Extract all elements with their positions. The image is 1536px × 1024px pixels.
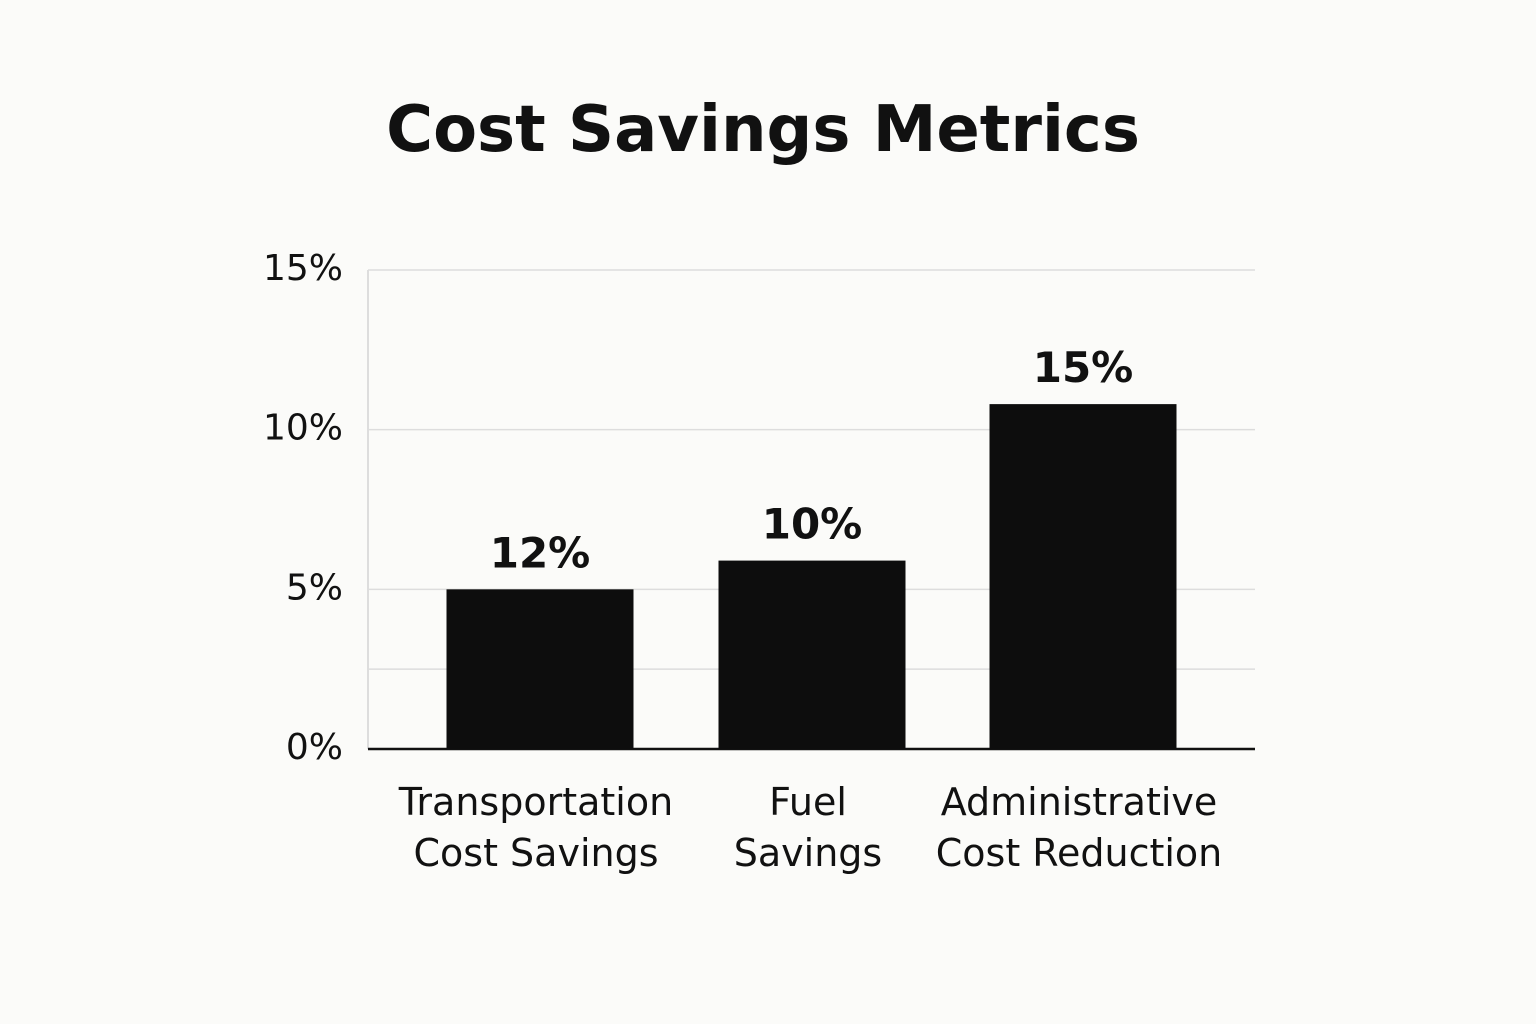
category-label-0-line-0: Transportation (398, 780, 673, 824)
data-label-2: 15% (1033, 343, 1134, 392)
data-label-1: 10% (762, 500, 863, 549)
x-axis-category-labels: Transportation Cost Savings Fuel Savings Adm… (398, 780, 1222, 875)
y-axis-tick-labels: 15% 10% 5% 0% (263, 248, 343, 768)
bar-2 (989, 404, 1177, 749)
category-label-1-line-0: Fuel (769, 780, 847, 824)
category-label-0: Transportation Cost Savings (398, 780, 673, 875)
y-tick-label-3: 0% (286, 727, 343, 768)
y-tick-label-1: 10% (263, 408, 343, 449)
category-label-1-line-1: Savings (734, 831, 882, 875)
y-tick-label-2: 5% (286, 567, 343, 608)
category-label-1: Fuel Savings (734, 780, 882, 875)
chart-title: Cost Savings Metrics (386, 93, 1140, 167)
category-label-2-line-0: Administrative (941, 780, 1218, 824)
bar-1 (718, 560, 906, 749)
bars (446, 404, 1177, 749)
category-label-2-line-1: Cost Reduction (936, 831, 1223, 875)
bar-0 (446, 589, 634, 749)
data-label-0: 12% (490, 528, 591, 577)
category-label-0-line-1: Cost Savings (413, 831, 658, 875)
data-labels: 12% 10% 15% (490, 343, 1134, 577)
category-label-2: Administrative Cost Reduction (936, 780, 1223, 875)
y-tick-label-0: 15% (263, 248, 343, 289)
